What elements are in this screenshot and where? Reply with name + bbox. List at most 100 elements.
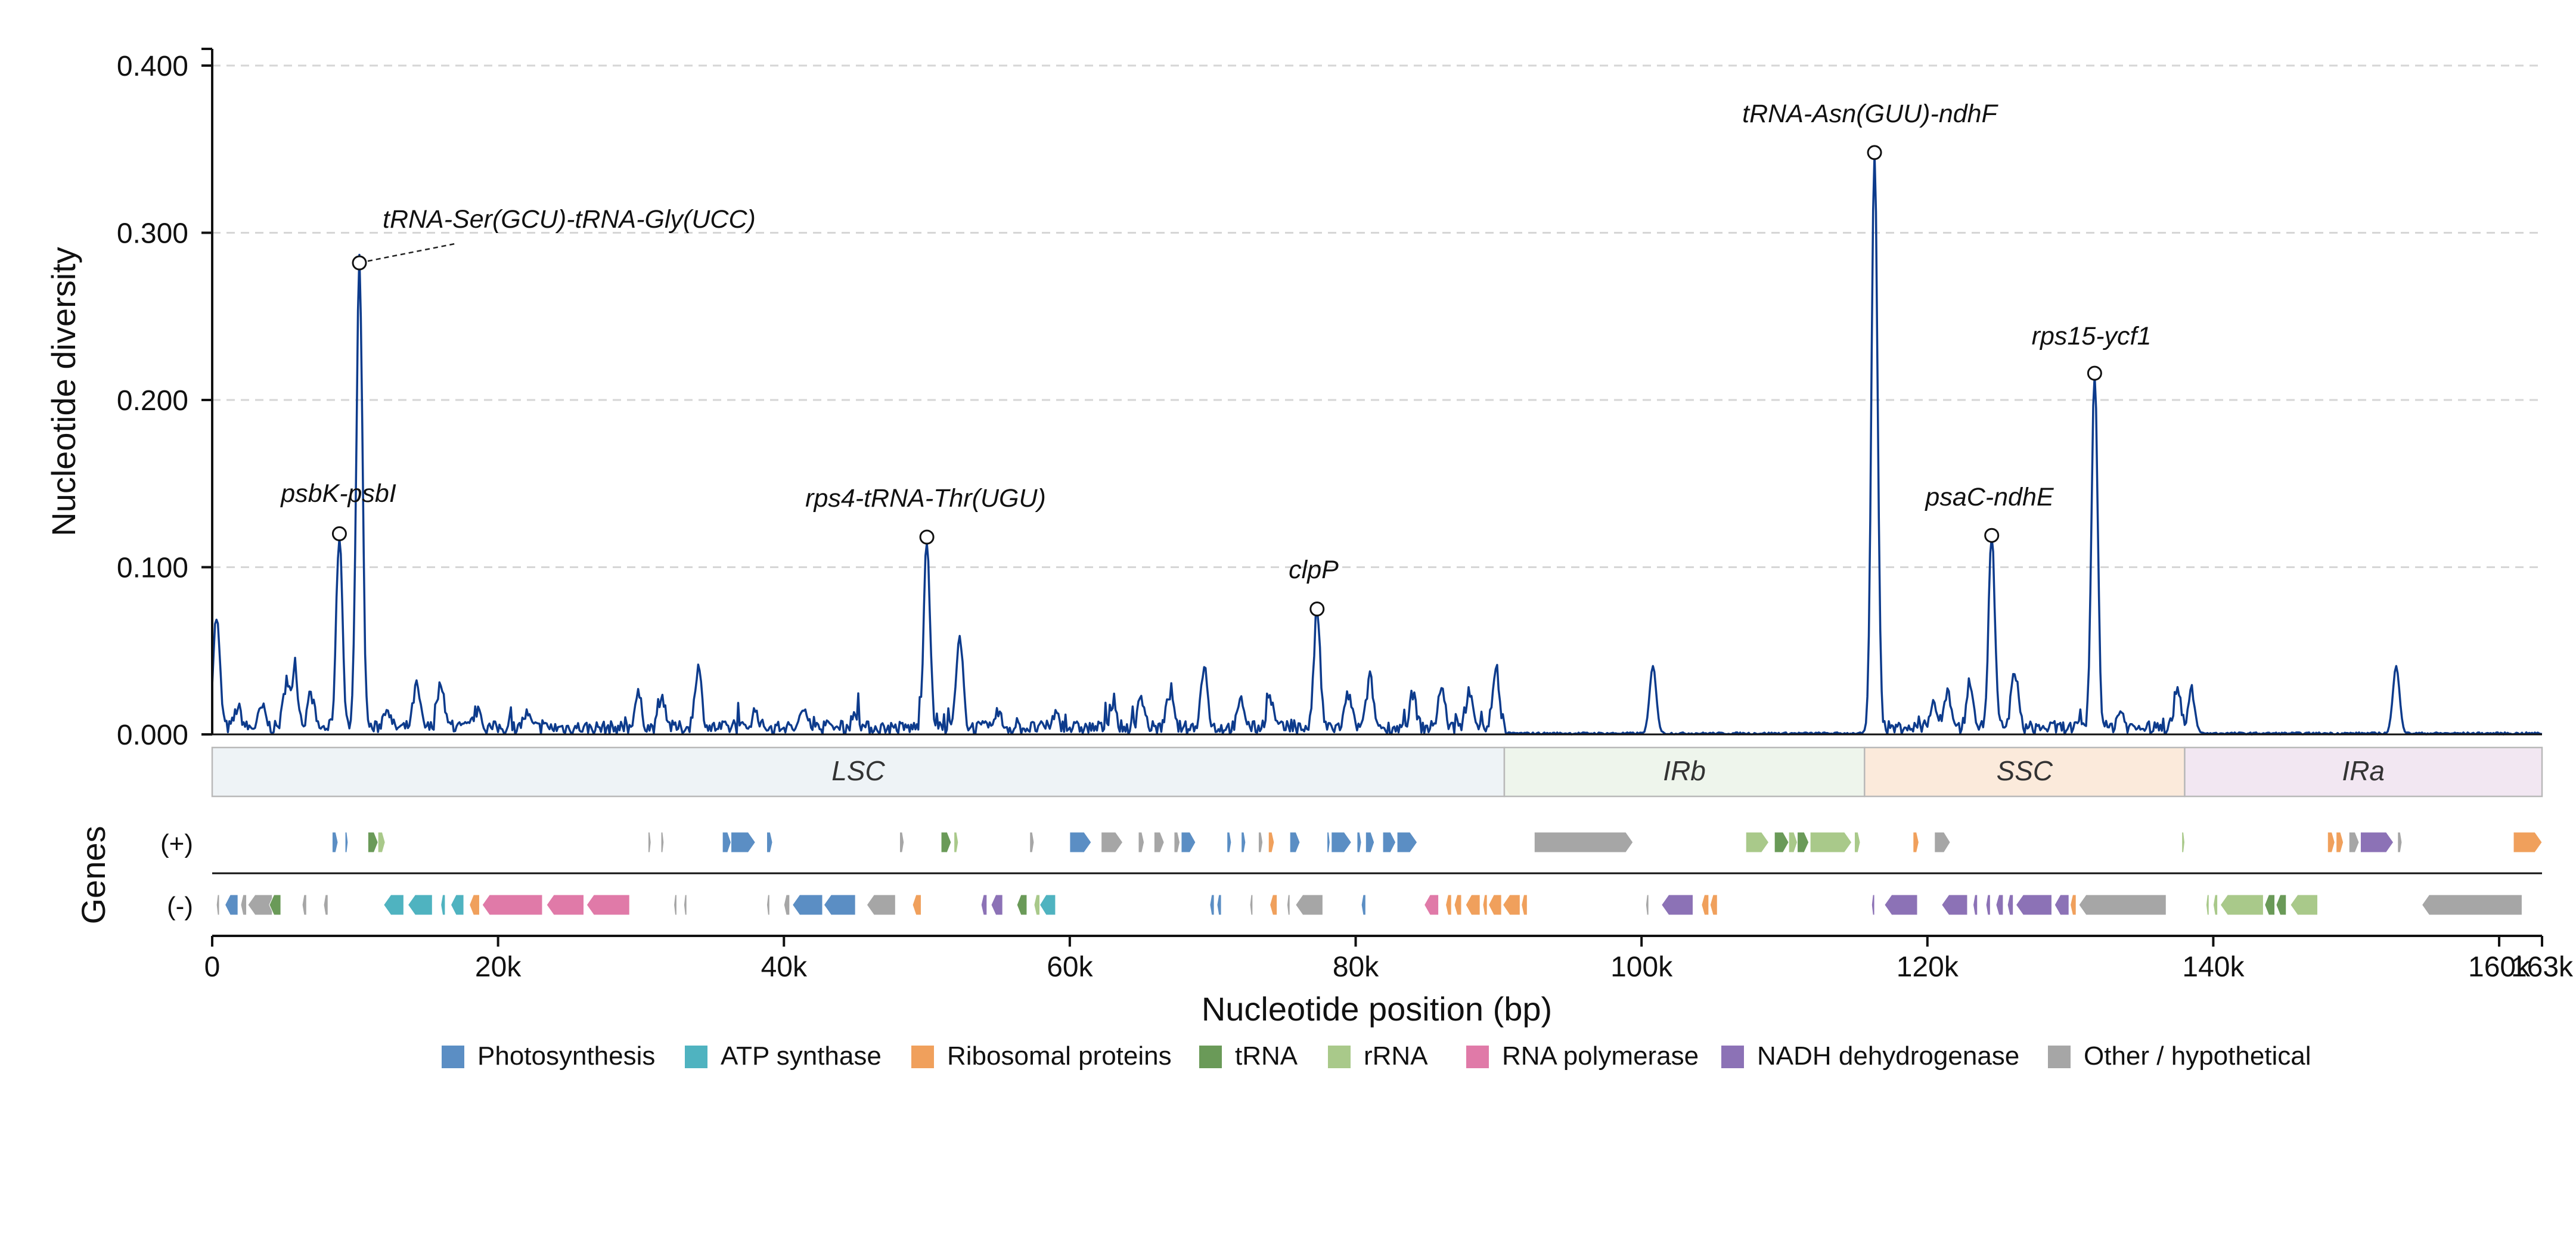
minus-strand-gene	[683, 894, 687, 916]
x-tick-label: 120k	[1897, 951, 1959, 983]
peak-annotations: psbK-psbI tRNA-Ser(GCU)-tRNA-Gly(UCC) rps4…	[280, 100, 2152, 617]
minus-strand-gene	[2276, 894, 2287, 916]
minus-strand-gene	[1454, 894, 1462, 916]
x-tick-label: 100k	[1610, 951, 1673, 983]
plus-strand-gene	[1241, 832, 1246, 853]
legend-label: tRNA	[1235, 1041, 1298, 1071]
minus-strand-gene	[980, 894, 988, 916]
minus-strand-gene	[2078, 894, 2167, 916]
plus-strand-gene	[899, 832, 905, 853]
x-tick-label: 40k	[761, 951, 808, 983]
plus-strand-gene	[1934, 832, 1951, 853]
minus-strand-gene	[2015, 894, 2052, 916]
minus-strand-gene	[674, 894, 677, 916]
legend-swatch	[2048, 1046, 2071, 1068]
minus-strand-gene	[2421, 894, 2522, 916]
minus-strand-gene	[586, 894, 630, 916]
region-label: SSC	[1997, 755, 2053, 786]
minus-strand-gene	[1033, 894, 1041, 916]
legend-label: Other / hypothetical	[2084, 1041, 2311, 1071]
minus-strand-gene	[383, 894, 404, 916]
region-block	[1864, 746, 2186, 798]
plus-strand-gene	[1331, 832, 1352, 853]
minus-strand-gene	[1465, 894, 1481, 916]
minus-strand-gene	[323, 894, 328, 916]
y-axis-ticks: 0.000 0.100 0.200 0.300 0.400	[117, 51, 212, 751]
plus-strand-gene	[647, 832, 651, 853]
plus-strand-gene	[954, 832, 959, 853]
plus-strand-gene	[1101, 832, 1123, 853]
plus-strand-gene	[2513, 832, 2543, 853]
plus-strand-gene	[1810, 832, 1852, 853]
minus-strand-gene	[991, 894, 1003, 916]
peak-marker	[331, 526, 347, 541]
plus-strand-gene	[1181, 832, 1196, 853]
legend-swatch	[1466, 1046, 1489, 1068]
minus-strand-gene	[1871, 894, 1875, 916]
x-tick-label: 80k	[1333, 951, 1379, 983]
minus-strand-gene	[823, 894, 856, 916]
minus-strand-gene	[269, 894, 281, 916]
plus-strand-gene	[1029, 832, 1035, 853]
legend-label: NADH dehydrogenase	[1757, 1041, 2019, 1071]
diversity-line	[211, 151, 2543, 736]
plus-strand-gene	[1382, 832, 1396, 853]
plus-strand-gene	[1788, 832, 1798, 853]
minus-strand-gene	[1701, 894, 1709, 916]
y-axis-title: Nucleotide diversity	[45, 247, 82, 536]
plus-strand-gene	[1396, 832, 1418, 853]
minus-strand-gene	[766, 894, 770, 916]
minus-strand-gene	[225, 894, 238, 916]
region-label: LSC	[831, 755, 885, 786]
y-tick-label: 0.100	[117, 553, 188, 584]
minus-strand-gene	[1488, 894, 1502, 916]
peak-label: rps15-ycf1	[2032, 322, 2152, 351]
minus-strand-gene	[407, 894, 433, 916]
minus-strand-gene	[1445, 894, 1452, 916]
genome-regions-track: LSC IRb SSC IRa	[211, 746, 2543, 798]
plus-strand-gene	[2181, 832, 2185, 853]
peak-marker	[2087, 365, 2102, 381]
minus-strand-gene	[783, 894, 790, 916]
minus-strand-gene	[1361, 894, 1366, 916]
diversity-series	[211, 151, 2543, 736]
y-tick-label: 0.200	[117, 385, 188, 417]
minus-strand-gene	[482, 894, 543, 916]
legend-label: Ribosomal proteins	[947, 1041, 1172, 1071]
minus-strand-gene	[2264, 894, 2276, 916]
minus-strand-gene	[1016, 894, 1028, 916]
plus-strand-gene	[2360, 832, 2394, 853]
legend-label: RNA polymerase	[1502, 1041, 1699, 1071]
minus-strand-gene	[1295, 894, 1323, 916]
minus-strand-gene	[2220, 894, 2264, 916]
plus-strand-gene	[2348, 832, 2360, 853]
plus-strand-gene	[1854, 832, 1861, 853]
plus-strand-gene	[1774, 832, 1789, 853]
plus-strand-gene	[1357, 832, 1362, 853]
plus-strand-gene	[1258, 832, 1264, 853]
peak-label: tRNA-Asn(GUU)-ndhF	[1742, 100, 1998, 128]
minus-strand-gene	[1709, 894, 1718, 916]
minus-strand-gene	[1521, 894, 1528, 916]
minus-strand-gene	[546, 894, 585, 916]
plus-strand-gene	[331, 832, 339, 853]
peak-marker	[352, 255, 367, 271]
region-block	[1503, 746, 1866, 798]
x-tick-label: 0	[204, 951, 221, 983]
plus-strand-gene	[1268, 832, 1275, 853]
minus-strand-gene	[2205, 894, 2209, 916]
minus-strand-gene	[450, 894, 464, 916]
peak-label: rps4-tRNA-Thr(UGU)	[805, 484, 1046, 513]
x-tick-label: 140k	[2182, 951, 2245, 983]
minus-strand-gene	[1973, 894, 1978, 916]
minus-strand-gene	[1424, 894, 1439, 916]
plus-strand-gene	[2327, 832, 2335, 853]
minus-strand-gene	[866, 894, 896, 916]
plus-strand-gene	[1227, 832, 1232, 853]
peak-marker	[1867, 145, 1882, 160]
minus-strand-gene	[247, 894, 273, 916]
minus-strand-gene	[1502, 894, 1520, 916]
legend-label: Photosynthesis	[477, 1041, 655, 1071]
minus-strand-gene	[216, 894, 220, 916]
